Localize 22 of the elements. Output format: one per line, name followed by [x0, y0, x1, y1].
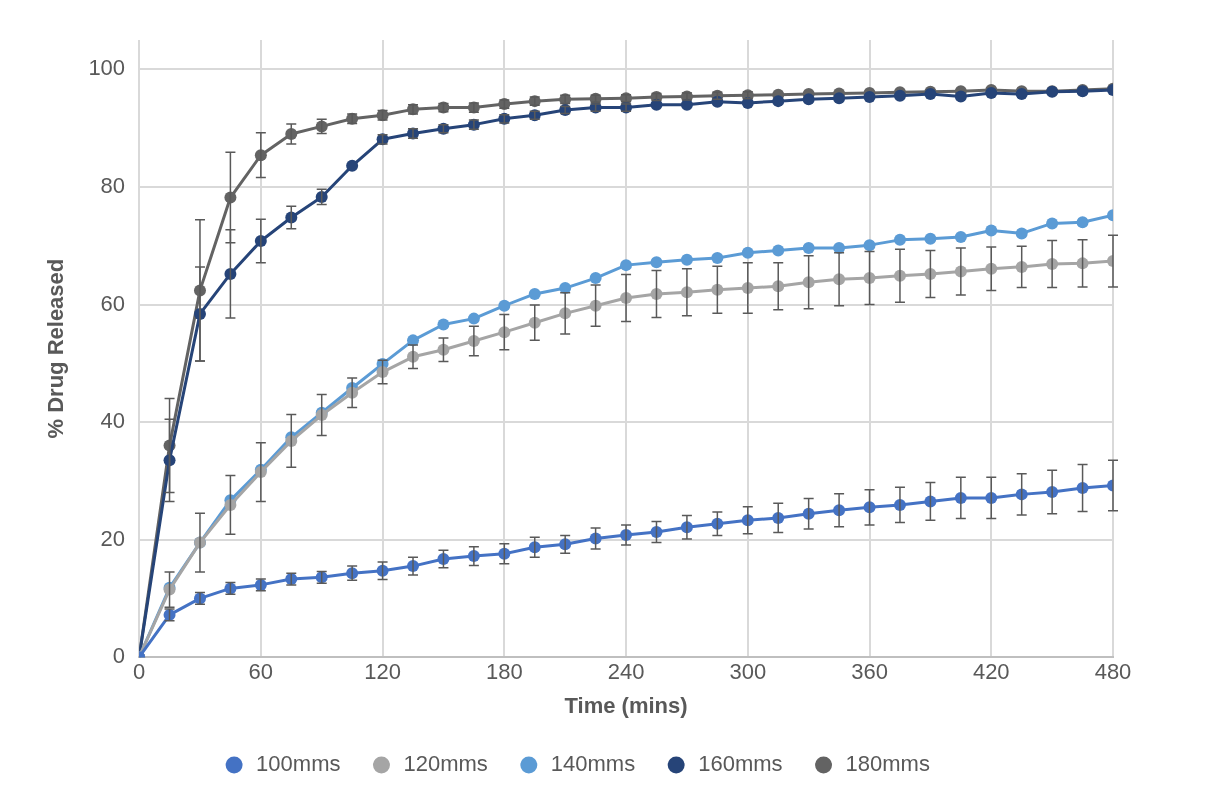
- y-tick-label: 20: [100, 525, 126, 551]
- x-tick-label: 420: [972, 659, 1010, 685]
- legend-label: 160mms: [698, 751, 783, 777]
- y-tick-label: 80: [100, 173, 126, 199]
- legend-label: 120mms: [403, 751, 488, 777]
- x-tick-label: 360: [851, 659, 888, 685]
- x-tick-label: 480: [1094, 659, 1132, 685]
- x-axis-title: Time (mins): [564, 692, 688, 718]
- x-tick-label: 60: [248, 659, 274, 685]
- legend-label: 100mms: [256, 751, 341, 777]
- y-tick-label: 100: [88, 55, 126, 81]
- x-tick-label: 180: [485, 659, 523, 685]
- y-tick-label: 60: [100, 290, 126, 316]
- legend-label: 140mms: [550, 751, 636, 777]
- x-tick-label: 120: [364, 659, 401, 685]
- x-tick-label: 300: [729, 659, 767, 685]
- y-tick-label: 40: [100, 408, 126, 434]
- x-tick-label: 0: [132, 659, 146, 685]
- x-tick-label: 240: [607, 659, 645, 685]
- legend-label: 180mms: [845, 751, 930, 777]
- y-tick-label: 0: [112, 643, 126, 669]
- y-axis-title: % Drug Released: [43, 258, 69, 439]
